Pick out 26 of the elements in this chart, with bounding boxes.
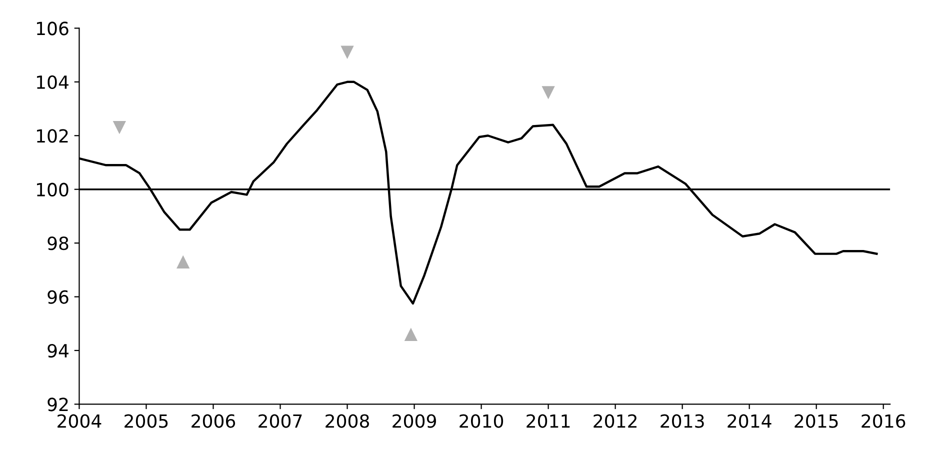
x-tick-label: 2011 (526, 414, 570, 428)
point (112, 120, 126, 134)
y-tick-label: 102 (37, 129, 68, 143)
x-tick-label: 2009 (392, 414, 436, 428)
y-tick-label: 92 (48, 398, 68, 412)
point (404, 328, 418, 341)
x-tick-label: 2005 (124, 414, 168, 428)
y-tick-label: 98 (48, 236, 68, 250)
x-tick-label: 2014 (728, 414, 772, 428)
y-tick-label: 106 (37, 22, 68, 36)
point (542, 86, 555, 100)
x-tick-label: 2007 (258, 414, 302, 428)
x-tick-label: 2004 (58, 414, 102, 428)
y-tick-label: 96 (48, 290, 68, 304)
point (340, 46, 354, 59)
point (176, 255, 190, 268)
x-tick-label: 2012 (594, 414, 636, 428)
x-tick-label: 2008 (326, 414, 370, 428)
x-tick-label: 2006 (192, 414, 236, 428)
x-tick-label: 2010 (460, 414, 504, 428)
y-tick-label: 100 (37, 182, 68, 196)
y-tick-label: 94 (48, 344, 68, 358)
x-tick-label: 2013 (660, 414, 704, 428)
x-tick-label: 2016 (862, 414, 906, 428)
y-tick-label: 104 (37, 75, 68, 90)
x-tick-label: 2015 (794, 414, 838, 428)
